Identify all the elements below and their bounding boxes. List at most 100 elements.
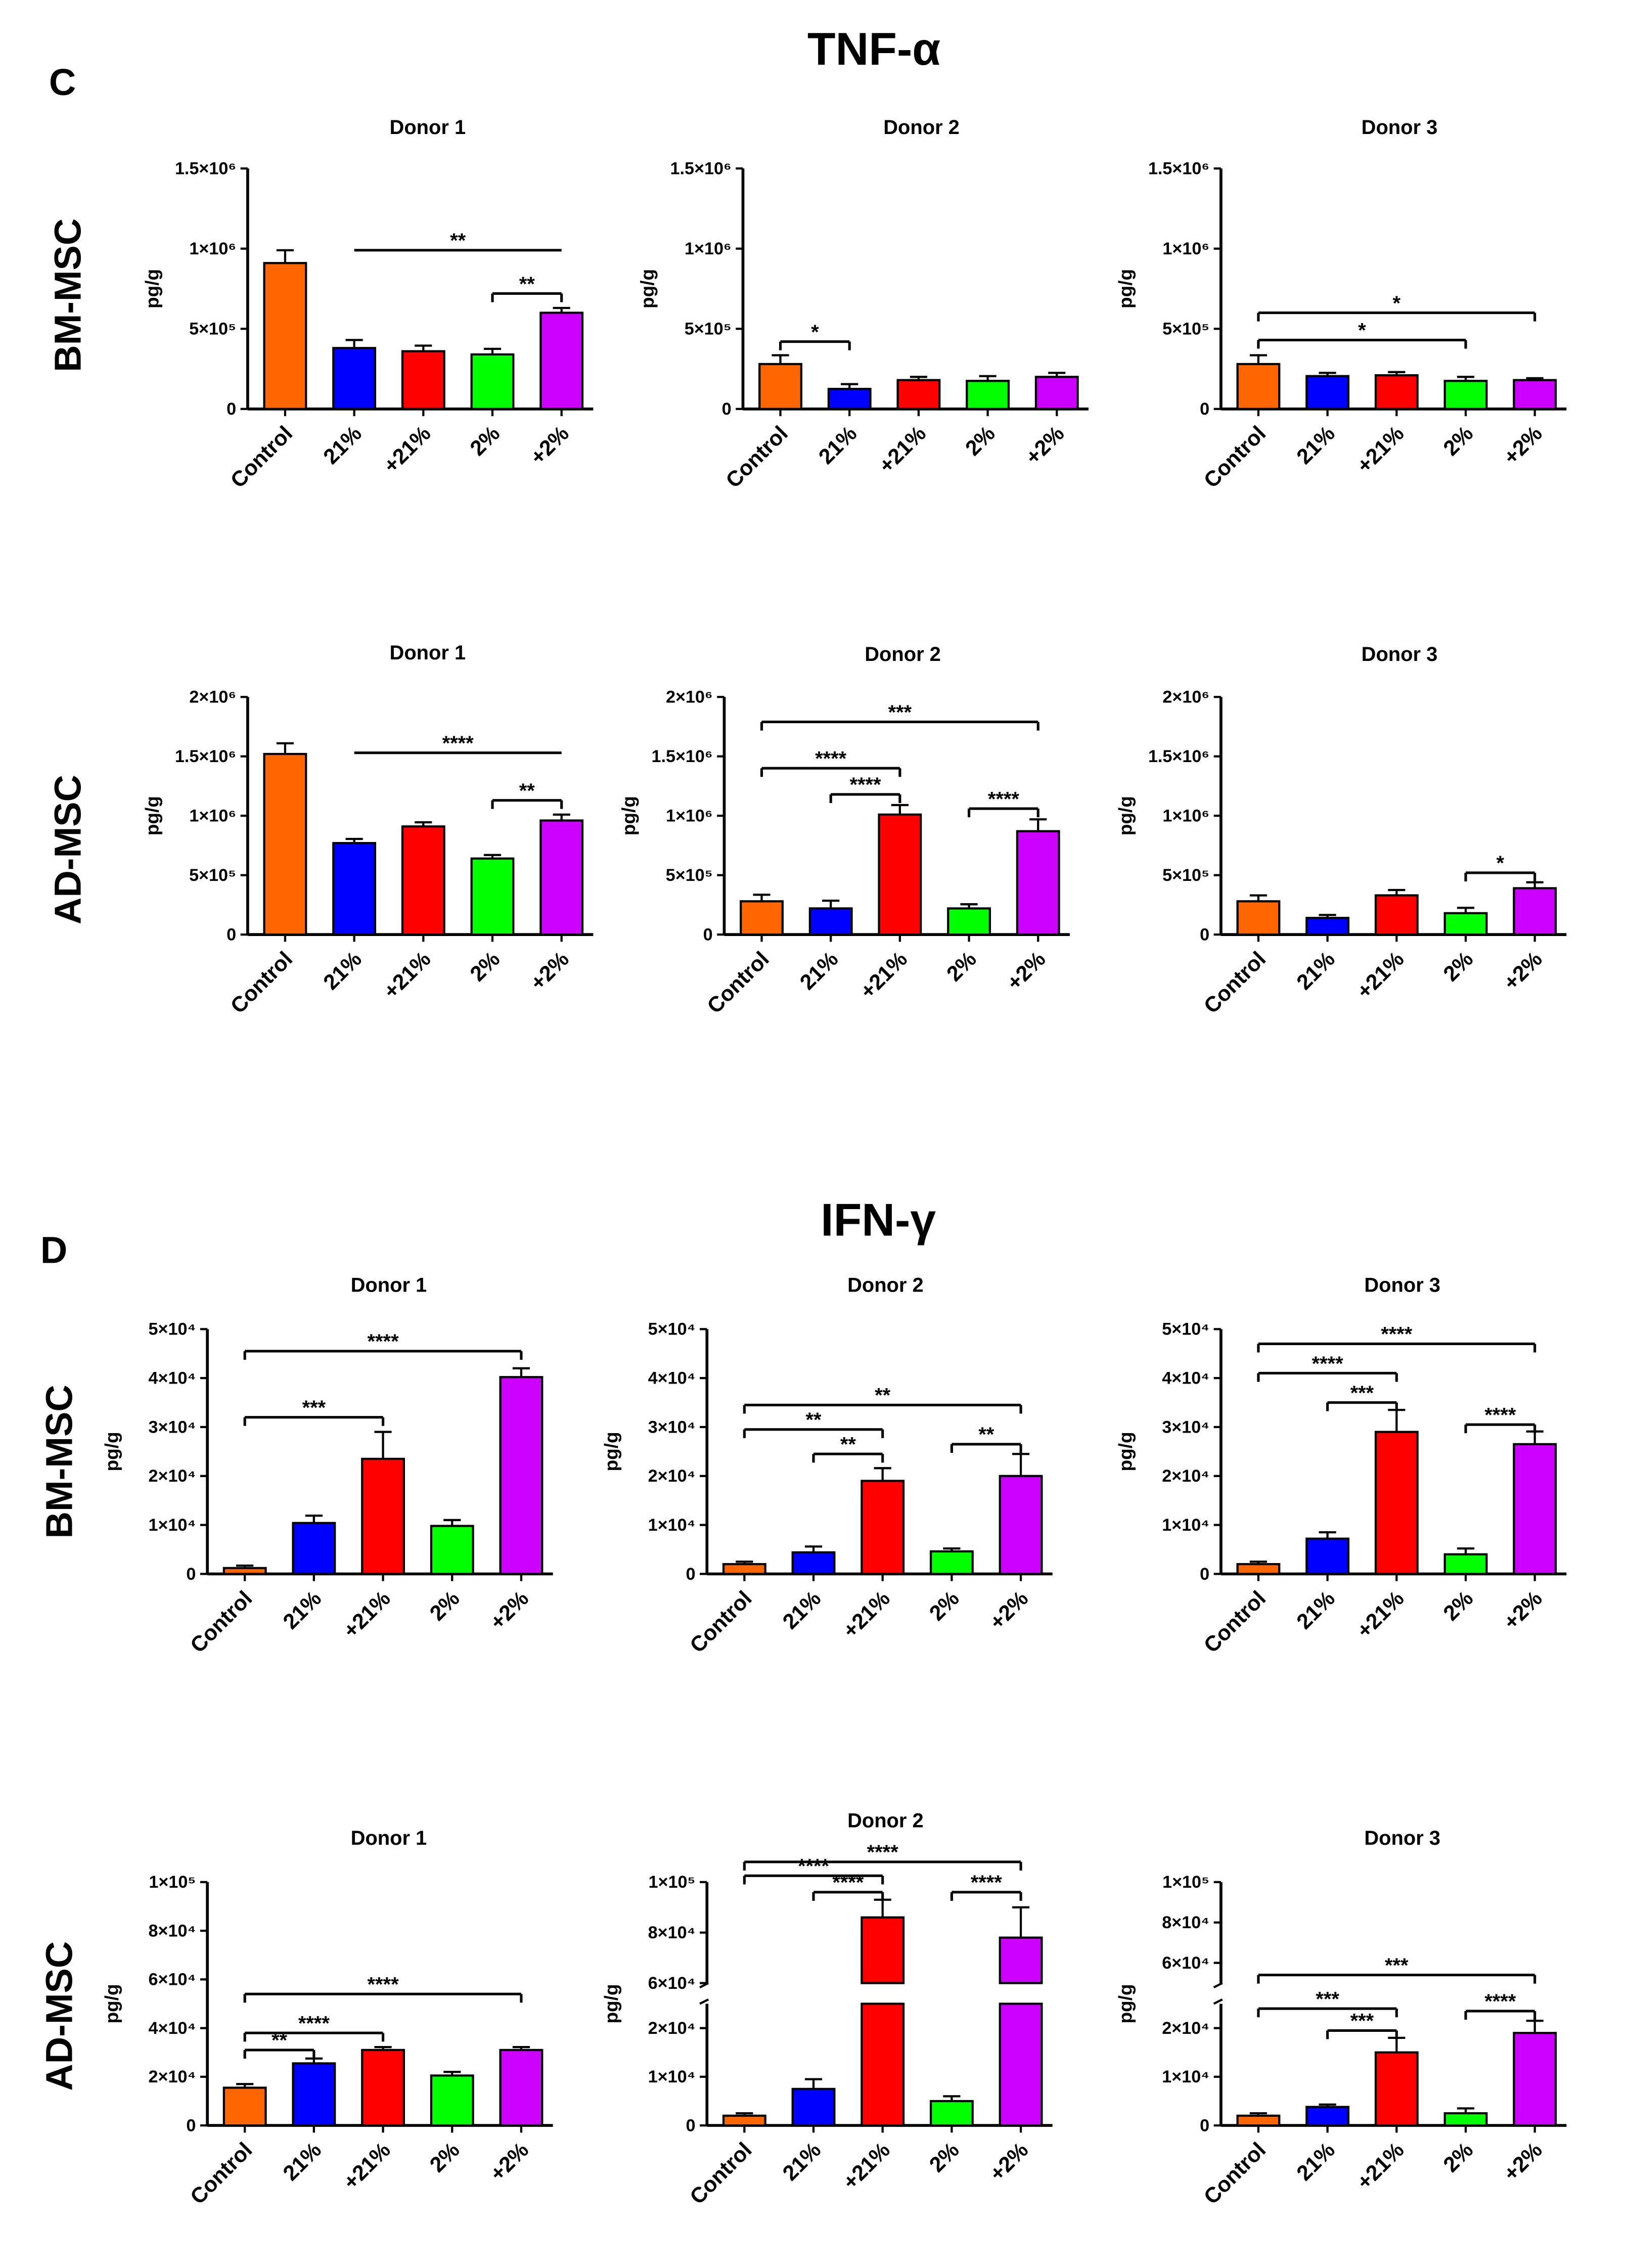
bar-Control (1236, 1563, 1281, 1575)
bar-+2% (1513, 379, 1557, 410)
x-tick-label: 2% (1439, 2138, 1478, 2177)
y-tick-label: 8×10⁴ (648, 1923, 696, 1942)
y-axis-label: pg/g (618, 796, 639, 835)
bar-21% (292, 2062, 336, 2127)
x-tick-label: 2% (1439, 1586, 1478, 1626)
y-tick-label: 1.5×10⁶ (1148, 159, 1209, 179)
y-tick-label: 4×10⁴ (648, 1369, 696, 1388)
bar-+2% (999, 1475, 1043, 1575)
y-tick-label: 0 (1200, 399, 1209, 419)
y-tick-label: 4×10⁴ (149, 2019, 196, 2038)
significance-label: **** (368, 1974, 399, 1996)
y-tick-label: 0 (186, 2116, 196, 2135)
y-tick-label: 0 (1200, 2116, 1209, 2135)
bar-+21% (361, 1457, 405, 1575)
y-tick-label: 1.5×10⁶ (1148, 747, 1209, 766)
chart-panel-11: Donor 2 pg/g 0 1×10⁴ 2×10⁴ 6×10⁴ 8×10⁴ 1×10⁵ Con… (601, 1810, 1053, 2209)
row-label-bm-msc-tnf: BM-MSC (47, 218, 89, 372)
y-tick-label: 1×10⁵ (649, 1873, 696, 1892)
bar-+2% (1513, 887, 1557, 936)
bar-+21% (401, 350, 445, 410)
x-tick-label: +21% (379, 421, 435, 478)
y-tick-label: 1×10⁶ (1162, 807, 1209, 826)
x-tick-label: 21% (795, 947, 843, 994)
y-tick-label: 6×10⁴ (1162, 1953, 1209, 1973)
y-axis-label: pg/g (141, 269, 162, 308)
significance-label: ** (272, 2029, 288, 2052)
chart-title: Donor 1 (390, 116, 466, 139)
x-tick-label: +2% (985, 2138, 1033, 2186)
section-title-tnf: TNF-α (807, 24, 940, 75)
bar-2% (929, 2100, 974, 2127)
y-tick-label: 5×10⁵ (189, 866, 236, 885)
x-tick-label: 21% (1292, 2138, 1339, 2185)
significance-label: ** (450, 230, 466, 252)
x-tick-label: +2% (1499, 2138, 1547, 2186)
x-tick-label: +2% (985, 1586, 1033, 1634)
bar-+2% (539, 312, 584, 410)
bar-+21% (896, 379, 941, 410)
x-tick-label: Control (186, 1586, 257, 1658)
x-tick-label: 21% (319, 947, 366, 994)
chart-panel-6: Donor 3 pg/g 0 5×10⁵ 1×10⁶ 1.5×10⁶ 2×10⁶ Contro… (1114, 643, 1567, 1018)
y-tick-label: 2×10⁴ (1162, 1466, 1209, 1486)
significance-label: *** (1316, 1988, 1339, 2010)
bar-+21% (861, 2003, 905, 2127)
significance-label: * (1358, 320, 1366, 342)
bar-2% (430, 2074, 474, 2127)
x-tick-label: Control (1199, 947, 1271, 1018)
x-tick-label: Control (1199, 2138, 1271, 2209)
bar-Control (722, 1563, 766, 1575)
y-axis-label: pg/g (101, 1984, 122, 2023)
x-tick-label: Control (685, 2138, 756, 2209)
bar-+21% (361, 2049, 405, 2127)
bar-+21% (1374, 2051, 1419, 2127)
y-tick-label: 0 (686, 2116, 695, 2135)
bar-2% (966, 380, 1010, 410)
x-tick-label: +21% (838, 1586, 895, 1643)
chart-panel-9: Donor 3 pg/g 0 1×10⁴ 2×10⁴ 3×10⁴ 4×10⁴ 5×10⁴ Con… (1114, 1274, 1567, 1658)
chart-title: Donor 3 (1364, 1827, 1440, 1849)
x-tick-label: 2% (466, 947, 505, 986)
x-tick-label: +21% (339, 2138, 395, 2194)
chart-title: Donor 3 (1362, 643, 1438, 665)
significance-label: ** (805, 1409, 822, 1431)
x-tick-label: Control (685, 1586, 756, 1658)
significance-label: **** (1484, 1990, 1516, 2013)
x-tick-label: +21% (1352, 421, 1409, 478)
bar-+21% (1374, 1431, 1419, 1575)
y-axis-label: pg/g (601, 1432, 622, 1471)
x-tick-label: 2% (925, 2138, 964, 2177)
significance-label: ** (519, 273, 535, 295)
y-tick-label: 0 (1200, 925, 1209, 944)
x-tick-label: 21% (778, 1586, 826, 1634)
x-tick-label: Control (226, 421, 297, 493)
x-tick-label: Control (1199, 421, 1271, 493)
x-tick-label: 2% (425, 2138, 465, 2177)
y-tick-label: 5×10⁵ (189, 320, 236, 339)
x-tick-label: 2% (1439, 947, 1478, 986)
y-tick-label: 5×10⁵ (1162, 320, 1209, 339)
x-tick-label: 2% (425, 1586, 465, 1626)
bar-2% (929, 1550, 974, 1575)
bar-2% (1443, 1553, 1488, 1575)
y-axis-label: pg/g (1114, 269, 1136, 308)
bar-Control (1236, 900, 1281, 936)
bar-2% (430, 1525, 474, 1575)
y-tick-label: 1.5×10⁶ (175, 747, 236, 766)
bar-2% (470, 857, 515, 936)
y-axis-label: pg/g (141, 796, 162, 835)
x-tick-label: +2% (526, 421, 574, 469)
y-tick-label: 1×10⁴ (149, 1516, 196, 1535)
row-label-ad-msc-ifn: AD-MSC (38, 1941, 80, 2091)
x-tick-label: +21% (838, 2138, 895, 2194)
x-tick-label: 2% (942, 947, 981, 986)
y-tick-label: 1×10⁶ (685, 239, 732, 258)
bar-+2% (999, 2003, 1043, 2127)
significance-label: * (811, 321, 819, 343)
x-tick-label: 21% (279, 1586, 326, 1634)
y-tick-label: 1×10⁶ (666, 807, 713, 826)
section-title-ifn: IFN-γ (821, 1194, 936, 1246)
